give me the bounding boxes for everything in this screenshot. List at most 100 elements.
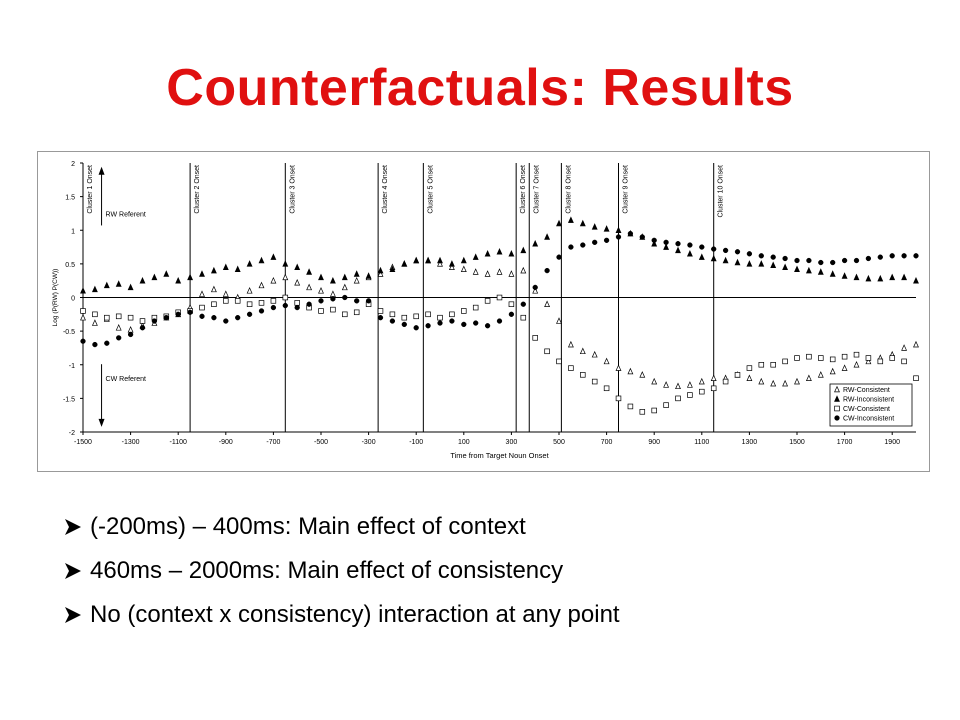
cw-inconsistent-point: [853, 257, 860, 264]
cw-inconsistent-point: [770, 254, 776, 260]
rw-consistent-point: [282, 273, 289, 281]
cw-inconsistent-point: [449, 318, 455, 324]
rw-consistent-point: [306, 283, 313, 291]
cw-consistent-point: [127, 314, 134, 321]
x-tick-label: 500: [553, 439, 565, 446]
cw-inconsistent-point: [615, 234, 622, 240]
rw-inconsistent-point: [377, 266, 384, 274]
rw-consistent-point: [127, 326, 134, 333]
rw-consistent-point: [496, 268, 503, 275]
rw-consistent-point: [746, 374, 753, 381]
rw-inconsistent-point: [460, 256, 467, 264]
rw-consistent-point: [91, 319, 98, 326]
rw-inconsistent-point: [758, 260, 765, 267]
cw-inconsistent-point: [246, 311, 253, 317]
cw-inconsistent-point: [794, 257, 800, 264]
cluster-onset-label: Cluster 8 Onset: [565, 165, 572, 214]
x-tick-label: -1500: [74, 439, 92, 446]
cw-consistent-point: [865, 355, 872, 361]
rw-inconsistent-point: [222, 263, 229, 270]
rw-consistent-point: [532, 287, 539, 294]
rw-consistent-point: [484, 270, 491, 277]
cw-inconsistent-point: [306, 301, 312, 307]
rw-consistent-point: [377, 270, 384, 277]
legend-marker: [834, 385, 840, 393]
cw-consistent-point: [603, 385, 610, 392]
cw-consistent-point: [770, 362, 776, 368]
rw-inconsistent-point: [805, 266, 812, 274]
y-tick-label: 2: [71, 161, 75, 168]
cw-consistent-point: [913, 375, 919, 381]
rw-inconsistent-point: [448, 260, 455, 267]
rw-inconsistent-point: [698, 253, 705, 260]
rw-inconsistent-point: [853, 273, 860, 281]
cw-consistent-point: [258, 300, 265, 306]
cluster-onset-label: Cluster 2 Onset: [194, 165, 201, 214]
cw-consistent-point: [734, 372, 741, 378]
rw-consistent-point: [508, 270, 515, 277]
rw-consistent-point: [460, 265, 467, 273]
rw-inconsistent-point: [746, 260, 753, 267]
cw-inconsistent-point: [473, 320, 479, 326]
annotation-label: RW Referent: [106, 211, 146, 218]
legend-marker: [834, 405, 840, 412]
rw-consistent-point: [758, 377, 765, 385]
y-tick-label: 0.5: [65, 262, 75, 269]
x-tick-label: 1100: [694, 439, 709, 446]
cw-inconsistent-point: [116, 335, 122, 341]
rw-inconsistent-point: [591, 223, 598, 230]
rw-consistent-point: [663, 381, 670, 388]
rw-inconsistent-point: [91, 285, 98, 293]
rw-inconsistent-point: [282, 260, 289, 267]
cw-inconsistent-point: [151, 318, 158, 324]
rw-inconsistent-point: [865, 274, 872, 282]
rw-inconsistent-point: [294, 263, 301, 270]
rw-consistent-point: [472, 268, 479, 275]
cw-inconsistent-point: [330, 296, 336, 302]
cw-inconsistent-point: [175, 311, 181, 317]
rw-inconsistent-point: [556, 219, 562, 227]
rw-inconsistent-point: [841, 272, 848, 279]
rw-consistent-point: [210, 285, 217, 293]
cw-consistent-point: [413, 313, 419, 320]
cw-consistent-point: [330, 306, 336, 313]
cw-inconsistent-point: [687, 242, 693, 248]
rw-consistent-point: [770, 379, 777, 387]
y-tick-label: -1.5: [63, 396, 75, 403]
rw-inconsistent-point: [817, 268, 824, 275]
rw-inconsistent-point: [163, 270, 170, 277]
cw-inconsistent-point: [889, 253, 895, 259]
legend-entry: CW-Inconsistent: [843, 416, 894, 423]
bullet-item: (-200ms) – 400ms: Main effect of context: [62, 505, 620, 549]
cw-consistent-point: [532, 335, 538, 341]
cw-consistent-point: [104, 314, 110, 321]
cw-consistent-point: [377, 308, 384, 314]
cluster-onset-label: Cluster 4 Onset: [382, 165, 389, 214]
cw-inconsistent-point: [354, 298, 360, 304]
cw-consistent-point: [901, 358, 907, 365]
cw-consistent-point: [556, 358, 562, 365]
cw-consistent-point: [591, 378, 598, 385]
rw-consistent-point: [639, 371, 646, 378]
cw-inconsistent-point: [484, 323, 491, 329]
rw-consistent-point: [591, 350, 598, 358]
cw-consistent-point: [580, 372, 586, 378]
rw-inconsistent-point: [401, 260, 408, 267]
cw-inconsistent-point: [496, 318, 503, 324]
legend-entry: RW-Consistent: [843, 387, 890, 394]
rw-consistent-point: [865, 357, 872, 365]
rw-inconsistent-point: [722, 256, 729, 264]
cw-consistent-point: [818, 355, 824, 361]
cw-inconsistent-point: [544, 267, 550, 274]
x-tick-label: -500: [314, 439, 328, 446]
rw-inconsistent-point: [127, 283, 134, 291]
cw-inconsistent-point: [675, 241, 681, 247]
cw-consistent-point: [806, 353, 812, 360]
cw-inconsistent-point: [818, 259, 824, 266]
rw-inconsistent-point: [258, 256, 265, 264]
rw-consistent-point: [901, 344, 908, 351]
rw-consistent-point: [651, 377, 658, 385]
cw-consistent-point: [877, 358, 884, 365]
cw-consistent-point: [651, 407, 657, 414]
cw-inconsistent-point: [603, 237, 610, 243]
